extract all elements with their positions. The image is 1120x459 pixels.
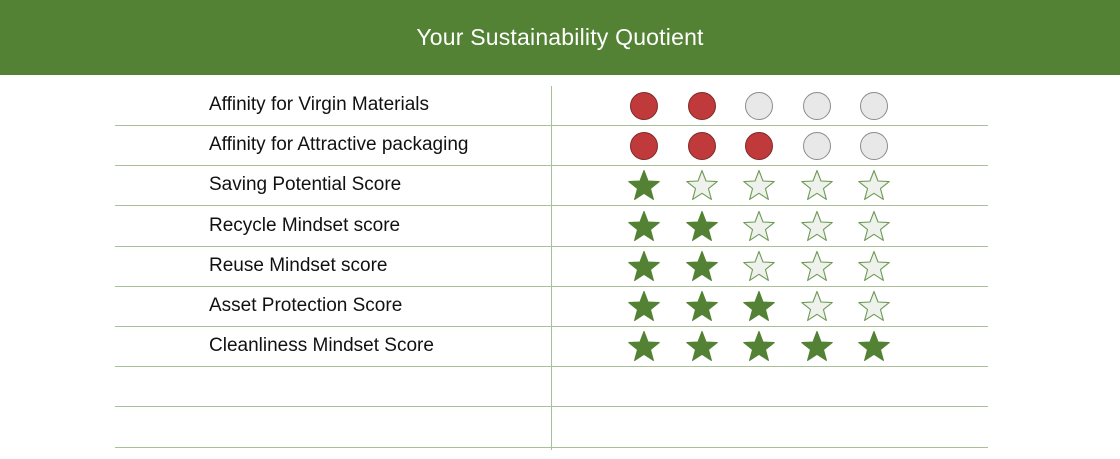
filled-star-icon [628, 210, 660, 241]
empty-row [115, 367, 988, 408]
row-divider [115, 205, 988, 207]
row-divider [115, 366, 988, 368]
filled-star-icon [743, 331, 775, 362]
empty-star-icon [858, 210, 890, 241]
filled-star-icon [685, 210, 718, 241]
column-divider [551, 86, 552, 450]
row-label: Cleanliness Mindset Score [209, 335, 434, 357]
rating-indicators [627, 247, 915, 287]
row-label: Affinity for Attractive packaging [209, 134, 469, 156]
score-row: Recycle Mindset score [115, 207, 988, 247]
filled-star-icon [685, 331, 718, 362]
filled-star-icon [685, 250, 718, 281]
rating-indicators [627, 166, 915, 206]
empty-star-icon [800, 250, 833, 281]
empty-row [115, 408, 988, 448]
empty-dot-icon [860, 92, 888, 120]
empty-dot-icon [745, 92, 773, 120]
row-divider [115, 326, 988, 327]
row-divider [115, 406, 988, 408]
rating-indicators [627, 327, 915, 367]
row-divider [115, 165, 988, 167]
filled-dot-icon [687, 132, 716, 161]
filled-star-icon [743, 290, 775, 321]
empty-star-icon [800, 170, 833, 201]
empty-dot-icon [802, 132, 831, 161]
filled-star-icon [628, 250, 660, 281]
filled-dot-icon [630, 132, 658, 161]
score-row: Affinity for Attractive packaging [115, 126, 988, 167]
filled-star-icon [628, 170, 660, 201]
empty-dot-icon [802, 92, 831, 120]
empty-star-icon [743, 170, 775, 201]
empty-star-icon [858, 290, 890, 321]
row-label: Asset Protection Score [209, 295, 403, 316]
rating-indicators [627, 86, 915, 126]
empty-star-icon [858, 250, 890, 281]
rating-indicators [627, 207, 915, 247]
filled-dot-icon [687, 92, 716, 120]
empty-star-icon [685, 170, 718, 201]
row-divider [115, 125, 988, 126]
score-row: Reuse Mindset score [115, 247, 988, 287]
row-label: Saving Potential Score [209, 174, 402, 196]
score-row: Cleanliness Mindset Score [115, 327, 988, 368]
filled-star-icon [628, 331, 660, 362]
empty-star-icon [800, 290, 833, 321]
row-label: Reuse Mindset score [209, 254, 388, 276]
row-label: Recycle Mindset score [209, 214, 401, 236]
row-divider [115, 285, 988, 287]
empty-dot-icon [860, 132, 888, 161]
page-title: Your Sustainability Quotient [416, 24, 704, 50]
empty-star-icon [800, 210, 833, 241]
empty-star-icon [858, 170, 890, 201]
score-row: Asset Protection Score [115, 287, 988, 327]
scores-table: Affinity for Virgin Materials Affinity fo… [115, 86, 988, 450]
empty-star-icon [743, 250, 775, 281]
filled-star-icon [628, 290, 660, 321]
filled-star-icon [685, 290, 718, 321]
row-divider [115, 245, 988, 247]
rating-indicators [627, 126, 915, 166]
empty-star-icon [743, 210, 775, 241]
row-label: Affinity for Virgin Materials [209, 94, 429, 115]
score-row: Affinity for Virgin Materials [115, 86, 988, 126]
filled-star-icon [858, 331, 890, 362]
header-bar: Your Sustainability Quotient [0, 0, 1120, 75]
row-divider [115, 446, 988, 448]
filled-dot-icon [745, 132, 773, 161]
rating-indicators [627, 287, 915, 327]
filled-dot-icon [630, 92, 658, 120]
filled-star-icon [800, 331, 833, 362]
score-row: Saving Potential Score [115, 166, 988, 207]
